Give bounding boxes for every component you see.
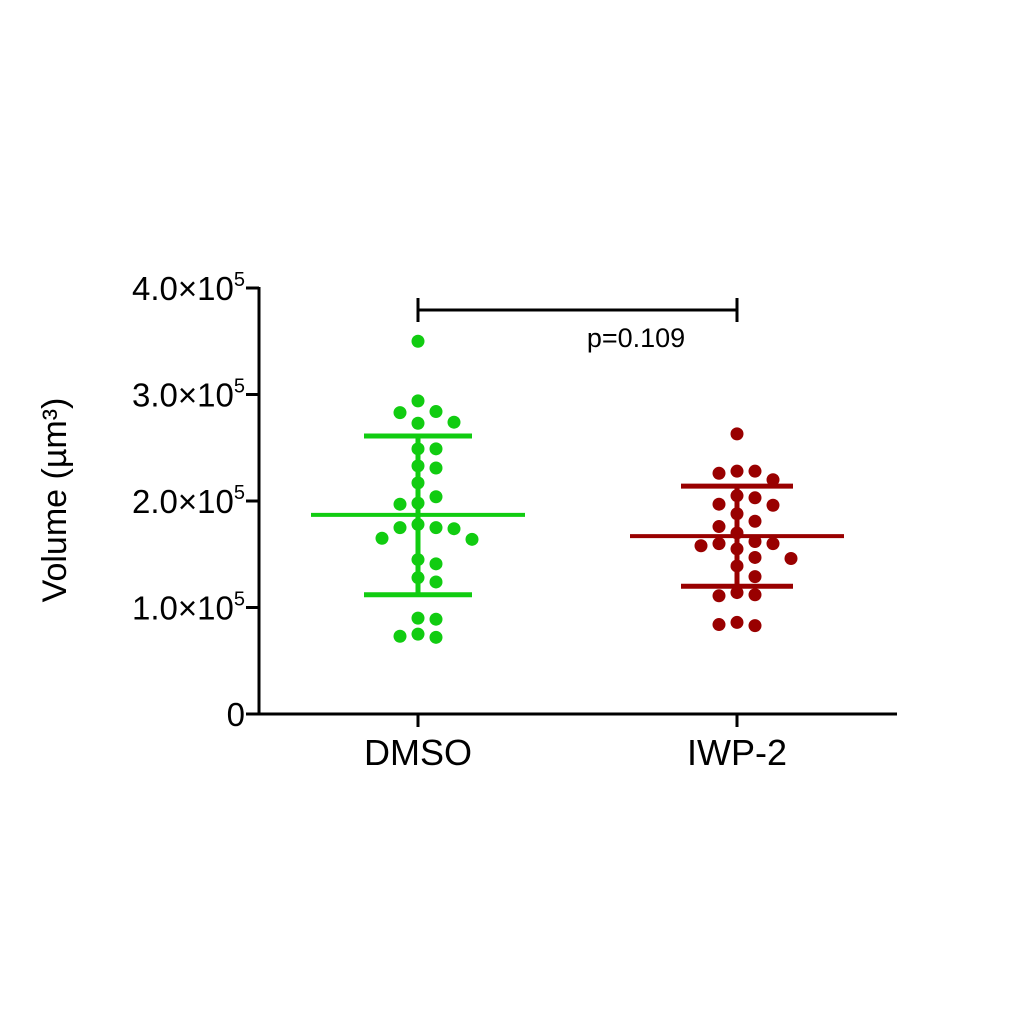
data-point (694, 539, 708, 553)
data-point (784, 552, 798, 566)
data-point (429, 521, 443, 535)
data-point (748, 464, 762, 478)
data-point (748, 491, 762, 505)
y-tick-mantissa: 1.0×10 (132, 590, 234, 627)
data-point (447, 415, 461, 429)
data-point (375, 531, 389, 545)
y-tick-exponent: 5 (234, 269, 245, 291)
data-point (712, 589, 726, 603)
data-point (748, 570, 762, 584)
group-iwp-2 (630, 427, 844, 633)
data-point (429, 442, 443, 456)
data-point (730, 586, 744, 600)
data-point (766, 473, 780, 487)
data-point (393, 497, 407, 511)
y-tick-label: 2.0×105 (132, 482, 245, 520)
significance-bracket: p=0.109 (416, 298, 739, 353)
group-dmso (311, 334, 525, 644)
y-tick-exponent: 5 (234, 482, 245, 504)
axes (257, 287, 897, 716)
y-tick-exponent: 5 (234, 589, 245, 611)
data-point (730, 464, 744, 478)
data-point (766, 498, 780, 512)
data-point (411, 416, 425, 430)
y-tick-mantissa: 2.0×10 (132, 483, 234, 520)
data-point (730, 615, 744, 629)
y-tick-mantissa: 4.0×10 (132, 270, 234, 307)
data-point (730, 427, 744, 441)
data-groups (311, 334, 844, 644)
data-point (748, 550, 762, 564)
y-tick-label: 1.0×105 (132, 589, 245, 627)
data-point (429, 612, 443, 626)
x-ticks: DMSO IWP-2 (364, 714, 787, 773)
data-point (429, 630, 443, 644)
data-point (712, 466, 726, 480)
data-point (748, 534, 762, 548)
data-point (429, 461, 443, 475)
data-point (429, 575, 443, 589)
data-point (766, 537, 780, 551)
data-point (429, 490, 443, 504)
data-point (429, 405, 443, 419)
data-point (748, 619, 762, 633)
data-point (411, 627, 425, 641)
y-tick-mantissa: 0 (227, 696, 245, 733)
y-tick-label: 4.0×105 (132, 269, 245, 307)
y-tick-label: 3.0×105 (132, 376, 245, 414)
data-point (748, 514, 762, 528)
data-point (447, 522, 461, 536)
y-tick-mantissa: 3.0×10 (132, 377, 234, 414)
y-axis-title: Volume (µm³) (36, 398, 74, 603)
data-point (712, 537, 726, 551)
data-point (411, 394, 425, 408)
data-point (411, 334, 425, 348)
data-point (393, 406, 407, 420)
y-tick-exponent: 5 (234, 376, 245, 398)
data-point (465, 532, 479, 546)
data-point (429, 557, 443, 571)
data-point (712, 520, 726, 534)
y-tick-label: 0 (227, 696, 245, 733)
data-point (748, 588, 762, 602)
data-point (712, 618, 726, 632)
x-category-label: IWP-2 (687, 732, 787, 773)
data-point (411, 611, 425, 625)
data-point (712, 497, 726, 511)
x-category-label: DMSO (364, 732, 472, 773)
data-point (393, 629, 407, 643)
p-value-label: p=0.109 (587, 323, 685, 353)
data-point (393, 521, 407, 535)
